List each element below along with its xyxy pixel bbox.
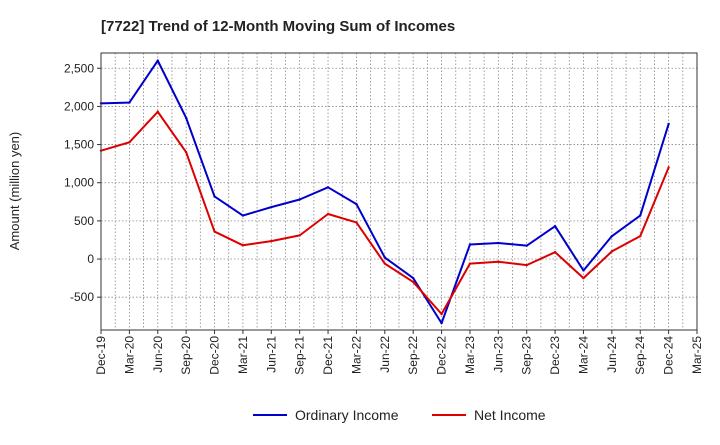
x-tick-label: Dec-21: [321, 336, 335, 375]
data-point-net-income: [326, 212, 330, 216]
data-point-net-income: [270, 239, 273, 243]
data-point-ordinary-income: [184, 116, 188, 120]
legend-label-net-income: Net Income: [474, 407, 546, 423]
series-lines: [99, 59, 670, 325]
data-point-net-income: [582, 276, 585, 280]
plot-area-border: [100, 52, 698, 331]
x-tick-label: Jun-20: [151, 336, 165, 373]
data-point-net-income: [497, 260, 500, 263]
grid: [101, 53, 697, 330]
data-point-ordinary-income: [582, 269, 585, 272]
data-point-net-income: [128, 141, 131, 144]
x-tick-label: Mar-25: [690, 336, 704, 374]
data-point-net-income: [213, 230, 216, 233]
data-point-ordinary-income: [298, 198, 301, 201]
x-tick-label: Mar-23: [463, 336, 477, 374]
data-point-ordinary-income: [468, 243, 472, 246]
data-point-net-income: [411, 280, 415, 284]
data-point-ordinary-income: [156, 59, 159, 62]
data-point-net-income: [241, 244, 245, 247]
data-point-ordinary-income: [355, 202, 358, 206]
data-point-ordinary-income: [270, 205, 273, 209]
data-point-net-income: [667, 166, 670, 169]
series-line-ordinary-income: [100, 59, 670, 325]
x-tick-label: Dec-19: [94, 336, 108, 375]
x-tick-label: Dec-20: [208, 336, 222, 375]
data-point-net-income: [383, 262, 387, 265]
data-point-ordinary-income: [213, 195, 216, 198]
y-tick-label: 0: [87, 252, 94, 266]
data-point-net-income: [525, 263, 528, 267]
data-point-ordinary-income: [383, 256, 387, 259]
x-tick-label: Dec-22: [435, 336, 449, 375]
data-point-net-income: [639, 234, 642, 238]
x-tick-label: Sep-22: [406, 336, 420, 375]
data-point-ordinary-income: [639, 214, 642, 217]
x-tick-label: Jun-21: [264, 336, 278, 373]
x-tick-label: Mar-24: [576, 336, 590, 374]
legend-label-ordinary-income: Ordinary Income: [295, 407, 399, 423]
data-point-ordinary-income: [553, 225, 557, 228]
x-tick-label: Sep-21: [293, 336, 307, 375]
y-axis-label: Amount (million yen): [7, 132, 22, 251]
data-point-net-income: [298, 234, 301, 237]
y-tick-label: 1,000: [64, 176, 94, 190]
y-tick-label: -500: [70, 290, 94, 304]
data-point-ordinary-income: [440, 321, 443, 325]
data-point-ordinary-income: [497, 241, 500, 245]
x-tick-label: Jun-22: [378, 336, 392, 373]
legend: Ordinary Income Net Income: [253, 407, 546, 423]
data-point-ordinary-income: [667, 122, 670, 126]
x-tick-label: Sep-24: [633, 336, 647, 375]
x-tick-label: Mar-22: [349, 336, 363, 374]
x-tick-label: Mar-20: [122, 336, 136, 374]
data-point-net-income: [468, 262, 472, 265]
data-point-ordinary-income: [241, 214, 245, 217]
data-point-net-income: [440, 312, 443, 316]
data-point-net-income: [355, 221, 358, 224]
x-tick-label: Sep-23: [520, 336, 534, 375]
data-point-net-income: [184, 151, 188, 154]
data-point-net-income: [610, 250, 614, 253]
chart-title: [7722] Trend of 12-Month Moving Sum of I…: [101, 18, 455, 35]
data-point-net-income: [156, 110, 159, 113]
x-tick-label: Dec-23: [548, 336, 562, 375]
data-point-ordinary-income: [610, 234, 614, 238]
series-line-net-income: [100, 110, 670, 315]
data-point-ordinary-income: [128, 101, 131, 104]
data-point-ordinary-income: [411, 276, 415, 280]
data-point-net-income: [553, 250, 557, 254]
x-tick-label: Jun-24: [605, 336, 619, 373]
data-point-ordinary-income: [525, 244, 528, 247]
y-tick-label: 2,500: [64, 61, 94, 75]
x-tick-label: Dec-24: [662, 336, 676, 375]
y-tick-label: 2,000: [64, 99, 94, 113]
x-tick-label: Jun-23: [491, 336, 505, 373]
y-tick-label: 1,500: [64, 138, 94, 152]
y-tick-label: 500: [74, 214, 94, 228]
data-point-ordinary-income: [326, 186, 330, 189]
x-tick-label: Mar-21: [236, 336, 250, 374]
x-tick-label: Sep-20: [179, 336, 193, 375]
axis-ticks: 2,500 2,000 1,500 1,000 500 0 -500 Dec-19 Mar-20…: [64, 61, 704, 374]
